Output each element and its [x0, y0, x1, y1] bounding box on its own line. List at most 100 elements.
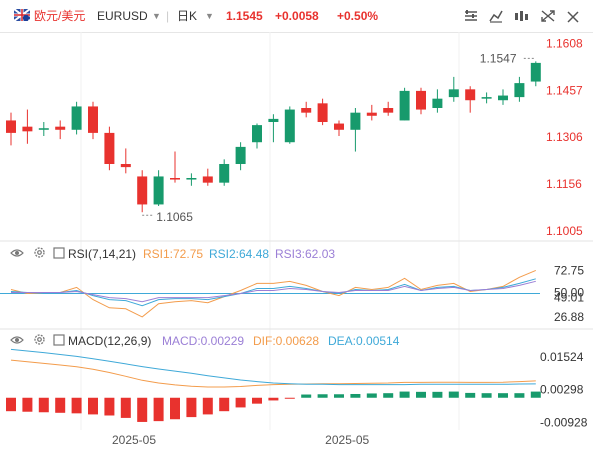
candle-up — [399, 90, 410, 121]
rsi-line-rsi2 — [10, 278, 536, 307]
macd-bar-positive — [481, 393, 492, 398]
rsi-tick-label: 72.75 — [554, 263, 584, 277]
macd-bar-negative — [219, 397, 230, 412]
candle-down — [55, 126, 66, 130]
dea-value: DEA:0.00514 — [328, 334, 400, 348]
price-axis: 1.1608 1.1457 1.1306 1.1156 1.1005 — [546, 36, 583, 238]
macd-line-dea — [10, 348, 536, 386]
candle-up — [38, 128, 49, 130]
macd-value: MACD:0.00229 — [162, 334, 244, 348]
candle-up — [71, 106, 82, 130]
indicator-icon[interactable] — [513, 9, 529, 23]
candle-down — [366, 112, 377, 116]
candle-down — [301, 108, 312, 113]
macd-bar-positive — [350, 393, 361, 398]
price-tick-label: 1.1306 — [546, 130, 583, 144]
candle-up — [481, 97, 492, 99]
macd-line-dif — [10, 359, 536, 388]
rsi-line-rsi3 — [11, 280, 536, 303]
time-axis: 2025-05 2025-05 — [112, 433, 370, 447]
candle-up — [514, 83, 525, 98]
eye-icon[interactable] — [10, 249, 24, 257]
date-tick-label: 2025-05 — [112, 433, 156, 447]
macd-bar-positive — [317, 394, 328, 398]
macd-bar-negative — [252, 397, 262, 404]
rsi-tick-label: 26.88 — [554, 310, 584, 324]
macd-bar-negative — [88, 397, 98, 415]
price-change-pct: +0.50% — [337, 9, 379, 23]
macd-bar-positive — [301, 394, 312, 398]
macd-tick-label: -0.00928 — [540, 416, 588, 430]
candle-down — [22, 126, 33, 132]
gear-icon[interactable] — [34, 247, 45, 258]
candle-down — [120, 164, 131, 168]
candle-up — [153, 176, 164, 205]
candle-up — [498, 95, 508, 101]
candle-style-icon[interactable] — [463, 9, 479, 23]
macd-label: MACD(12,26,9) — [68, 334, 151, 348]
rsi-label: RSI(7,14,21) — [68, 247, 136, 261]
price-annotations: 1.1547 1.1065 — [142, 51, 536, 224]
chevron-down-icon[interactable]: ▼ — [152, 11, 161, 21]
price-change: +0.0058 — [275, 9, 319, 23]
macd-bar-negative — [6, 397, 16, 412]
candle-up — [448, 89, 459, 98]
candle-up — [268, 118, 279, 122]
rsi-tick-label: 49.01 — [554, 291, 584, 305]
macd-bar-positive — [334, 394, 344, 398]
macd-bar-positive — [498, 393, 508, 398]
macd-series — [6, 348, 541, 422]
macd-bar-negative — [235, 397, 246, 408]
dif-value: DIF:0.00628 — [253, 334, 319, 348]
candle-up — [432, 98, 443, 108]
macd-bar-negative — [104, 397, 115, 416]
candle-down — [317, 103, 328, 122]
compare-icon[interactable] — [488, 9, 504, 23]
pair-name[interactable]: 欧元/美元 — [34, 9, 86, 23]
macd-bar-positive — [383, 393, 394, 398]
candlestick-series — [6, 61, 541, 213]
candle-down — [104, 132, 115, 164]
macd-bar-negative — [137, 397, 148, 422]
fullscreen-icon[interactable] — [540, 9, 556, 23]
candle-up — [219, 164, 230, 183]
rsi-tick-label: 50.00 — [554, 286, 584, 300]
macd-tick-label: 0.00298 — [540, 383, 584, 397]
interval-chevron-icon[interactable]: ▼ — [205, 11, 214, 21]
macd-bar-negative — [186, 397, 197, 418]
candle-up — [252, 125, 262, 143]
eye-icon[interactable] — [10, 336, 24, 344]
symbol-code[interactable]: EURUSD — [97, 9, 148, 23]
macd-bar-negative — [38, 397, 49, 413]
candle-up — [284, 109, 295, 143]
candle-up — [530, 62, 541, 82]
chart-toolbar: 欧元/美元 EURUSD ▼ | 日K ▼ 1.1545 +0.0058 +0.… — [0, 0, 593, 33]
rsi-series — [0, 269, 540, 318]
macd-bar-negative — [22, 397, 33, 412]
toolbar-divider: | — [166, 9, 170, 23]
rsi3-value: RSI3:62.03 — [275, 247, 335, 261]
macd-bar-positive — [514, 393, 525, 398]
candle-up — [350, 112, 361, 130]
macd-bar-negative — [55, 397, 66, 413]
candle-up — [186, 178, 197, 180]
checkbox-icon[interactable] — [53, 247, 65, 259]
macd-bar-negative — [120, 397, 131, 418]
macd-bar-positive — [416, 391, 426, 398]
settings-icon[interactable] — [565, 9, 581, 23]
macd-bar-negative — [202, 397, 213, 415]
interval-selector[interactable]: 日K — [177, 9, 198, 23]
macd-bar-positive — [432, 391, 443, 398]
price-tick-label: 1.1457 — [546, 83, 583, 97]
gear-icon[interactable] — [34, 334, 45, 345]
checkbox-icon[interactable] — [53, 334, 65, 346]
low-price-label: 1.1065 — [156, 210, 193, 224]
rsi2-value: RSI2:64.48 — [209, 247, 269, 261]
date-tick-label: 2025-05 — [325, 433, 369, 447]
candle-down — [416, 90, 426, 110]
macd-legend: MACD(12,26,9) MACD:0.00229 DIF:0.00628 D… — [10, 334, 400, 348]
macd-bar-positive — [366, 393, 377, 398]
candle-down — [383, 108, 394, 113]
